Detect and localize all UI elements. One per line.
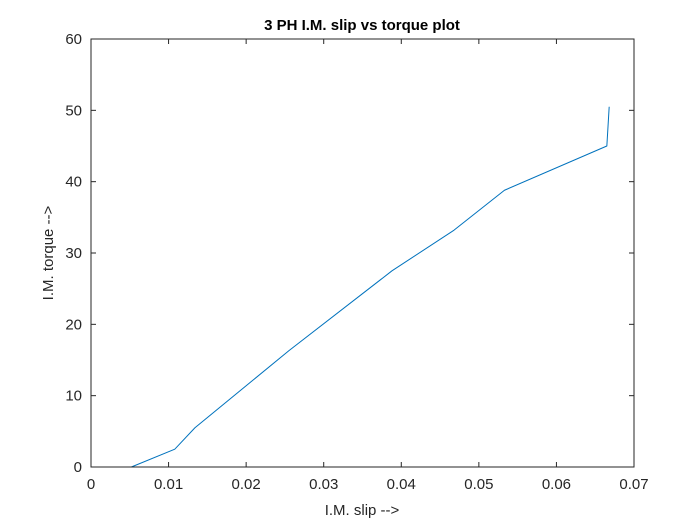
y-axis-ticks: 0 10 20 30 40 50 60 bbox=[65, 31, 634, 476]
chart-title: 3 PH I.M. slip vs torque plot bbox=[264, 17, 460, 34]
y-tick-label: 20 bbox=[65, 316, 82, 333]
series-line bbox=[131, 106, 610, 468]
x-tick-label: 0.02 bbox=[232, 476, 261, 493]
series-layer bbox=[131, 106, 610, 468]
y-tick-label: 10 bbox=[65, 388, 82, 405]
y-tick-label: 40 bbox=[65, 174, 82, 191]
x-axis-label: I.M. slip --> bbox=[325, 502, 400, 519]
x-tick-label: 0.04 bbox=[387, 476, 416, 493]
plot-area bbox=[91, 39, 634, 467]
x-tick-label: 0.05 bbox=[464, 476, 493, 493]
y-tick-label: 50 bbox=[65, 102, 82, 119]
y-axis-label: I.M. torque --> bbox=[40, 205, 57, 300]
x-axis-ticks: 0 0.01 0.02 0.03 0.04 0.05 0.06 0.07 bbox=[87, 39, 649, 493]
plot-frame bbox=[90, 38, 635, 468]
x-tick-label: 0.06 bbox=[542, 476, 571, 493]
y-tick-label: 60 bbox=[65, 31, 82, 48]
x-tick-label: 0.01 bbox=[154, 476, 183, 493]
x-tick-label: 0 bbox=[87, 476, 95, 493]
y-tick-label: 0 bbox=[74, 459, 82, 476]
x-tick-label: 0.07 bbox=[619, 476, 648, 493]
x-tick-label: 0.03 bbox=[309, 476, 338, 493]
y-tick-label: 30 bbox=[65, 245, 82, 262]
